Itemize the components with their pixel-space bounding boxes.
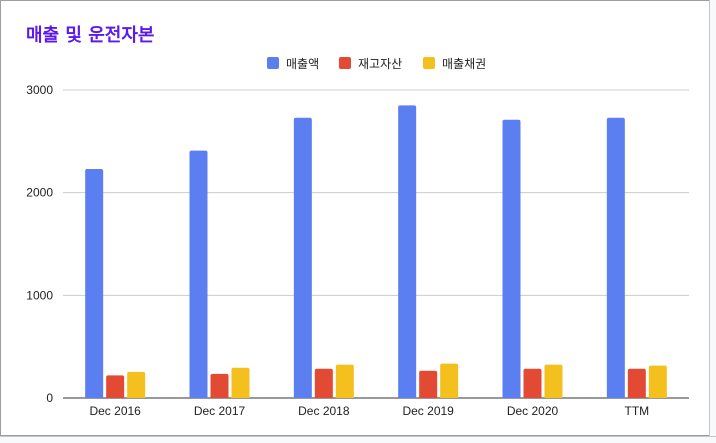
x-tick-label: Dec 2016: [89, 404, 141, 418]
legend-label: 매출액: [286, 57, 319, 71]
y-tick-label: 3000: [26, 83, 53, 97]
x-tick-label: Dec 2018: [298, 404, 350, 418]
legend-swatch: [423, 57, 435, 69]
bar: [189, 150, 208, 398]
chart-container: 매출 및 운전자본 0 1000 2000 3000 Dec 2016 Dec 2017 D…: [0, 0, 710, 436]
bar: [627, 368, 646, 398]
bar: [419, 370, 438, 398]
bar: [544, 364, 563, 398]
bar: [293, 117, 312, 398]
sheet-edge: [709, 0, 716, 442]
sheet-bottom-edge: [0, 436, 716, 443]
bar: [606, 117, 625, 398]
legend-swatch: [267, 57, 279, 69]
bar: [231, 367, 250, 398]
bar: [335, 364, 354, 398]
y-tick-label: 1000: [26, 288, 53, 302]
y-tick-label: 0: [46, 391, 53, 405]
bar: [502, 119, 521, 399]
x-tick-label: TTM: [625, 404, 650, 418]
bar: [106, 375, 125, 398]
bar: [398, 105, 417, 399]
legend-label: 매출채권: [442, 57, 486, 71]
x-tick-label: Dec 2020: [507, 404, 559, 418]
bar: [648, 365, 667, 398]
bar: [210, 373, 229, 398]
legend-swatch: [339, 57, 351, 69]
bar: [314, 368, 333, 398]
chart-title: 매출 및 운전자본: [26, 25, 155, 46]
y-tick-label: 2000: [26, 186, 53, 200]
x-tick-label: Dec 2017: [194, 404, 246, 418]
bar: [127, 371, 146, 398]
bar: [85, 169, 104, 398]
x-tick-label: Dec 2019: [402, 404, 454, 418]
legend-label: 재고자산: [358, 57, 402, 71]
bar: [440, 363, 459, 398]
bar: [523, 368, 542, 398]
